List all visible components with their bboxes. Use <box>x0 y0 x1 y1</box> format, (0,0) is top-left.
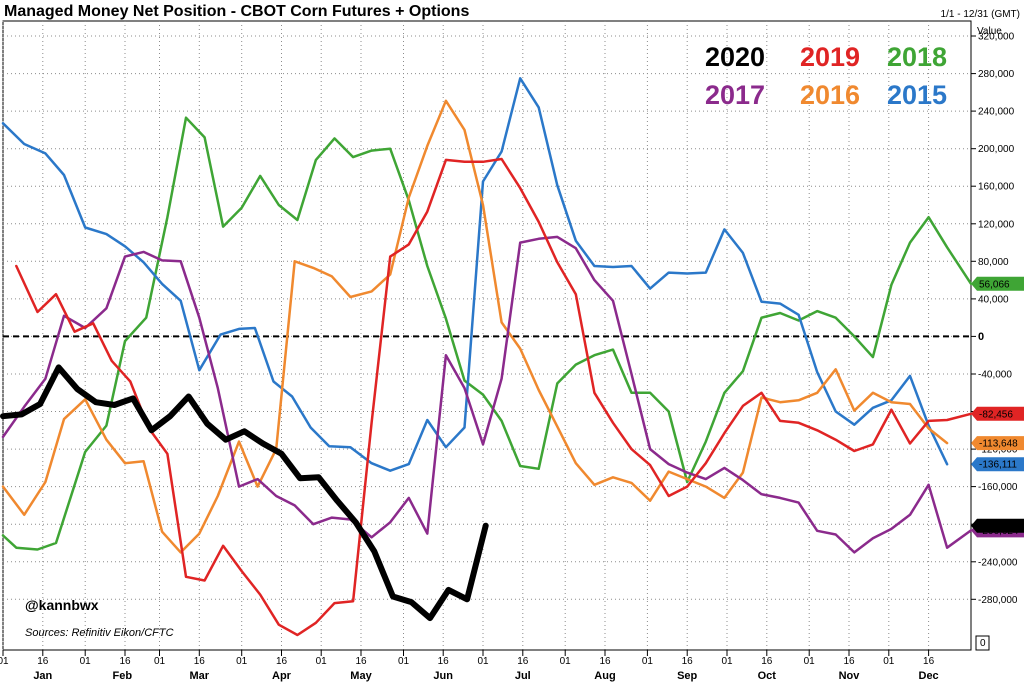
y-tick-label: 240,000 <box>978 107 1015 118</box>
x-day-label: 01 <box>398 656 410 667</box>
series-line-2017 <box>1 235 973 554</box>
y-tick-label: -280,000 <box>978 595 1018 606</box>
x-day-label: 01 <box>0 656 9 667</box>
series-line-2019 <box>15 157 973 637</box>
x-month-label: Jul <box>515 670 531 682</box>
value-tag <box>971 406 1024 421</box>
x-day-label: 16 <box>682 656 694 667</box>
y-tick-label: 80,000 <box>978 257 1009 268</box>
x-day-label: 16 <box>599 656 611 667</box>
value-label-2020: -201,648 <box>971 518 1024 533</box>
x-day-label: 01 <box>721 656 733 667</box>
y-tick-label: 160,000 <box>978 182 1015 193</box>
series-line-2020 <box>0 364 489 622</box>
x-day-label: 16 <box>923 656 935 667</box>
x-day-label: 01 <box>477 656 489 667</box>
value-tag <box>971 457 1024 472</box>
x-month-label: Feb <box>113 670 133 682</box>
x-day-label: 01 <box>236 656 248 667</box>
x-month-label: Jan <box>33 670 52 682</box>
y-tick-label: -40,000 <box>978 370 1012 381</box>
source-note: Sources: Refinitiv Eikon/CFTC <box>25 627 174 639</box>
legend-item-2015: 2015 <box>887 80 947 110</box>
value-tag-text: -113,648 <box>979 439 1018 450</box>
x-day-label: 16 <box>843 656 855 667</box>
x-month-label: Oct <box>758 670 777 682</box>
x-day-label: 16 <box>37 656 49 667</box>
series-line-2015 <box>1 77 949 472</box>
x-day-label: 01 <box>316 656 328 667</box>
x-month-label: Dec <box>919 670 939 682</box>
x-day-label: 16 <box>276 656 288 667</box>
legend-item-2019: 2019 <box>800 42 860 72</box>
y-tick-label: 280,000 <box>978 69 1015 80</box>
series-layer <box>0 77 973 637</box>
value-tag-text: 56,066 <box>979 279 1010 290</box>
grid-lines <box>2 21 971 650</box>
legend-item-2018: 2018 <box>887 42 947 72</box>
x-day-label: 16 <box>119 656 131 667</box>
y-tick-label: -160,000 <box>978 482 1018 493</box>
value-tag <box>971 518 1024 533</box>
x-day-label: 01 <box>80 656 92 667</box>
legend-item-2016: 2016 <box>800 80 860 110</box>
x-month-label: Sep <box>677 670 697 682</box>
y-axis-title: Value <box>977 26 1002 37</box>
legend: 2020 2019 2018 2017 2016 2015 <box>705 42 947 110</box>
value-tag-text: -201,648 <box>979 521 1019 532</box>
value-label-2018: 56,066 <box>971 276 1024 291</box>
x-day-label: 16 <box>194 656 206 667</box>
x-day-label: 16 <box>355 656 367 667</box>
y-tick-label: 200,000 <box>978 144 1015 155</box>
x-month-label: May <box>350 670 372 682</box>
legend-item-2017: 2017 <box>705 80 765 110</box>
y-bottom-label: 0 <box>980 638 986 649</box>
value-label-2015: -136,111 <box>971 457 1024 472</box>
x-axis: 01 16 01 16 01 16 01 16 01 16 01 16 01 16 01 16 01 16 01 16… <box>0 649 971 682</box>
x-day-label: 01 <box>804 656 816 667</box>
x-day-label: 16 <box>761 656 773 667</box>
credit-handle: @kannbwx <box>25 597 99 613</box>
value-tag-text: -136,111 <box>979 460 1017 471</box>
legend-item-2020: 2020 <box>705 42 765 72</box>
y-tick-label: 120,000 <box>978 219 1015 230</box>
y-tick-label: 0 <box>978 331 984 343</box>
value-label-2019: -82,456 <box>971 406 1024 421</box>
y-tick-label: -240,000 <box>978 557 1018 568</box>
value-tag <box>971 436 1024 451</box>
chart-title: Managed Money Net Position - CBOT Corn F… <box>4 3 469 20</box>
value-tag-text: -82,456 <box>979 409 1013 420</box>
date-range: 1/1 - 12/31 (GMT) <box>941 9 1020 20</box>
x-day-label: 01 <box>883 656 895 667</box>
x-month-label: Mar <box>190 670 210 682</box>
x-month-label: Apr <box>272 670 292 682</box>
y-bottom-box <box>975 635 990 651</box>
x-day-label: 01 <box>560 656 572 667</box>
x-month-label: Aug <box>594 670 615 682</box>
x-day-label: 01 <box>154 656 166 667</box>
value-label-2016: -113,648 <box>971 436 1024 451</box>
value-tag <box>971 276 1024 291</box>
series-line-2016 <box>1 99 949 554</box>
x-day-label: 16 <box>438 656 450 667</box>
y-tick-label: 40,000 <box>978 294 1009 305</box>
value-labels: 56,066-136,111-113,648-206,624-82,456-20… <box>971 276 1024 538</box>
x-day-label: 01 <box>642 656 654 667</box>
x-day-label: 16 <box>517 656 529 667</box>
x-month-label: Nov <box>839 670 861 682</box>
x-month-label: Jun <box>433 670 453 682</box>
y-tick-label: 320,000 <box>978 32 1015 43</box>
